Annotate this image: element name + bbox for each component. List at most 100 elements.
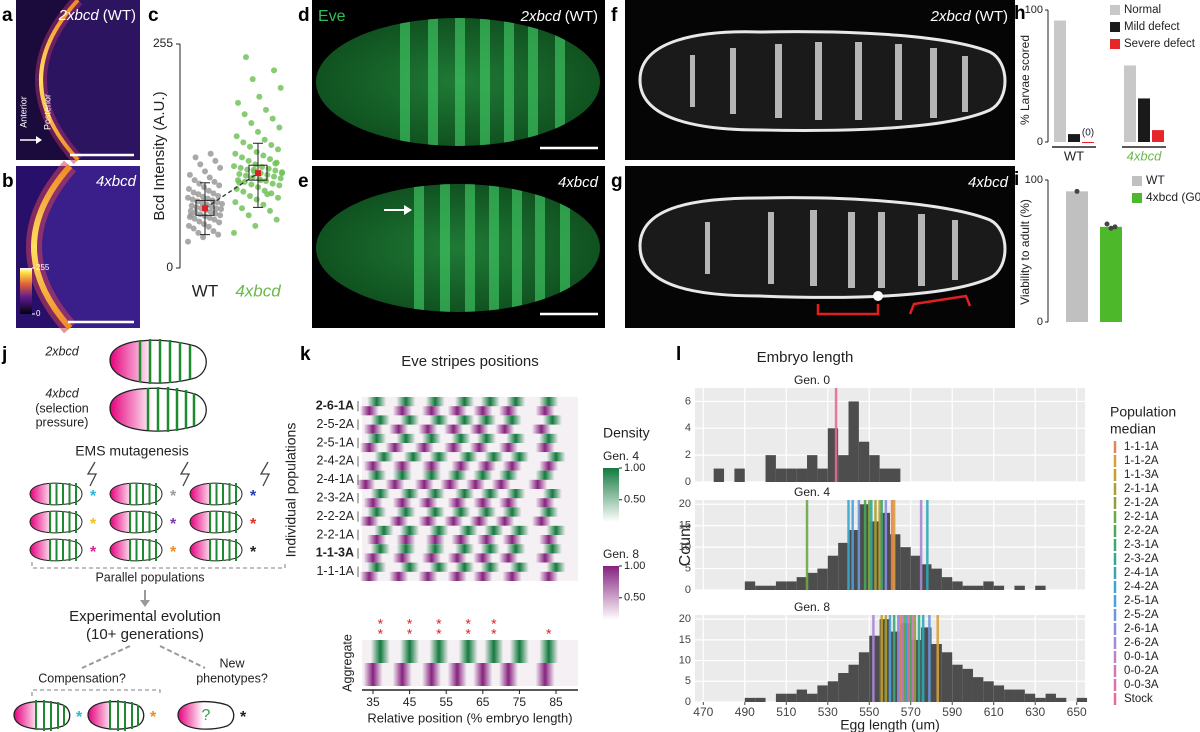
data-point [276, 182, 283, 189]
legend-label: Normal [1124, 4, 1161, 16]
histogram-bar [869, 455, 880, 482]
histogram-bar [983, 581, 994, 590]
histogram-bar [1024, 693, 1036, 702]
stripe-density [480, 544, 500, 554]
aggregate-label: Aggregate [340, 634, 354, 692]
stripe-density [498, 443, 518, 453]
stripe-density [502, 535, 522, 545]
histogram-bar [817, 685, 828, 702]
stripe-density [476, 461, 496, 471]
panel-label: i [1014, 169, 1019, 190]
significance-star: * [378, 616, 384, 632]
stripe-density [425, 535, 445, 545]
stripe-density [392, 470, 412, 480]
data-point [196, 180, 203, 187]
data-point [277, 84, 284, 91]
stripe-density [502, 461, 522, 471]
x-tick-label: 35 [366, 695, 380, 709]
histogram-bar [1014, 585, 1025, 590]
genotype-label: 2xbcd (WT) [58, 7, 136, 24]
band [512, 184, 522, 312]
stripe-density [473, 498, 493, 508]
stripe-density [392, 663, 412, 686]
legend-label: 0-0-2A [1124, 665, 1159, 677]
stripe-density [473, 406, 493, 416]
legend-scale-title: Gen. 8 [603, 547, 639, 561]
band [730, 48, 736, 114]
legend-label: 2-2-2A [1124, 525, 1159, 537]
stripe-density [498, 470, 518, 480]
mutation-star: * [170, 488, 177, 505]
gradient-edge [39, 0, 80, 162]
stripe-density [363, 424, 383, 434]
stripes [146, 387, 196, 432]
legend-swatch [1132, 193, 1142, 203]
histogram-bar [838, 455, 849, 482]
data-point [249, 76, 256, 83]
genotype-label: 4xbcd [96, 173, 137, 190]
bar [1152, 130, 1164, 142]
stripe-density [385, 479, 405, 489]
data-point [185, 222, 192, 229]
stripe-density [535, 406, 555, 416]
panel-label: b [2, 171, 14, 192]
row-label: 2-4-2A [316, 454, 354, 468]
band [775, 44, 782, 118]
genotype-suffix: (WT) [565, 8, 598, 25]
plot-background [695, 388, 1085, 482]
stripe-density [444, 443, 464, 453]
data-point [231, 163, 237, 170]
band [535, 184, 545, 312]
x-tick-label: 510 [776, 705, 796, 719]
stripe-density [528, 479, 548, 489]
histogram-bar [972, 677, 984, 702]
histogram-bar [765, 455, 776, 482]
histogram-bar [941, 577, 953, 590]
data-point [271, 67, 277, 74]
stripe-density [422, 461, 442, 471]
significance-star: * [436, 626, 442, 642]
replicate-point [1112, 224, 1118, 230]
stripe-density [476, 507, 496, 517]
bar [1124, 65, 1136, 142]
data-point [208, 203, 215, 210]
stripe-density [359, 516, 379, 526]
panel-label: a [2, 5, 13, 26]
replicate-point [1074, 188, 1080, 194]
stripe-density [396, 535, 416, 545]
panel-title: Gen. 8 [794, 600, 830, 614]
genotype: 2xbcd [58, 7, 100, 24]
band [768, 212, 774, 284]
histogram-bar [734, 468, 745, 482]
y-tick-label: 0 [685, 696, 691, 708]
histogram-bar [765, 585, 776, 590]
data-point [211, 216, 218, 223]
stripe-density [400, 415, 420, 425]
data-point [245, 157, 252, 164]
data-point [215, 231, 222, 238]
data-point [264, 191, 271, 198]
data-point [186, 171, 193, 178]
significance-star: * [465, 626, 471, 642]
genotype: 2xbcd [930, 8, 972, 25]
genotype-suffix: (WT) [103, 7, 136, 24]
stripe-density [392, 406, 412, 416]
histogram-bar [807, 693, 818, 702]
replicate-point [1104, 221, 1110, 227]
stripes [109, 700, 139, 731]
bracket [31, 562, 286, 569]
colorbar [603, 566, 619, 620]
stripe-density [392, 498, 412, 508]
x-tick-label: 55 [440, 695, 454, 709]
band [705, 222, 710, 274]
legend-label: 2-3-2A [1124, 553, 1159, 565]
histogram-bar [952, 581, 963, 590]
stripe-density [356, 479, 376, 489]
stripe-density [484, 452, 504, 462]
x-tick-label: 590 [942, 705, 962, 719]
embryo [316, 184, 600, 312]
embryo [34, 166, 140, 328]
legend-swatch [1110, 22, 1120, 32]
x-tick-label: 65 [476, 695, 490, 709]
stripe-density [370, 489, 390, 499]
